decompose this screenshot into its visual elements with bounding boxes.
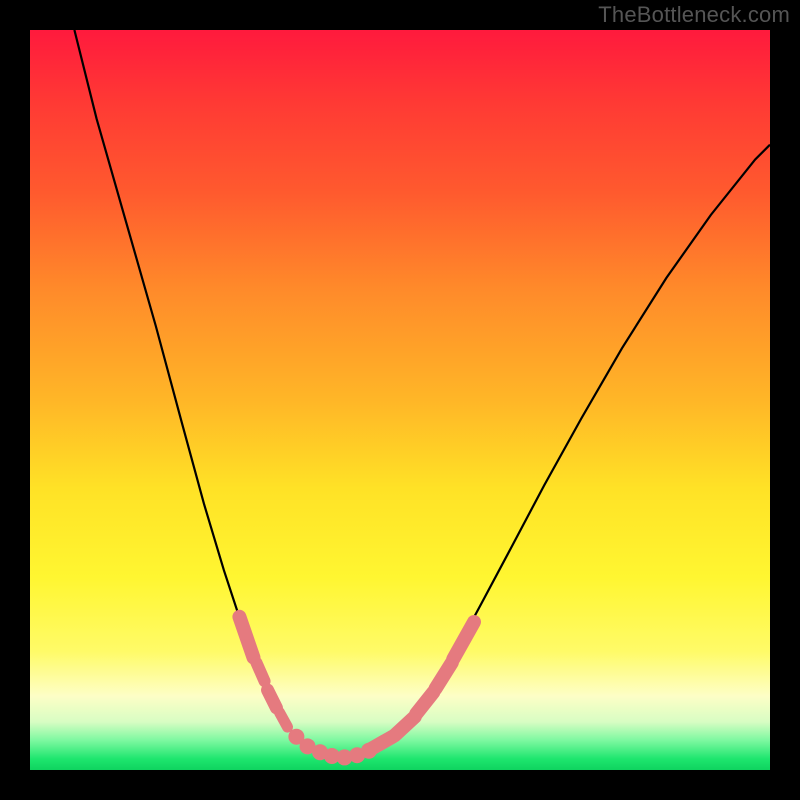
highlight-dot — [361, 743, 377, 759]
watermark-text: TheBottleneck.com — [598, 2, 790, 28]
bottleneck-chart — [0, 0, 800, 800]
highlight-segment — [268, 690, 277, 708]
highlight-segment — [279, 712, 287, 727]
highlight-segment — [256, 663, 264, 682]
plot-background — [30, 30, 770, 770]
chart-frame: TheBottleneck.com — [0, 0, 800, 800]
